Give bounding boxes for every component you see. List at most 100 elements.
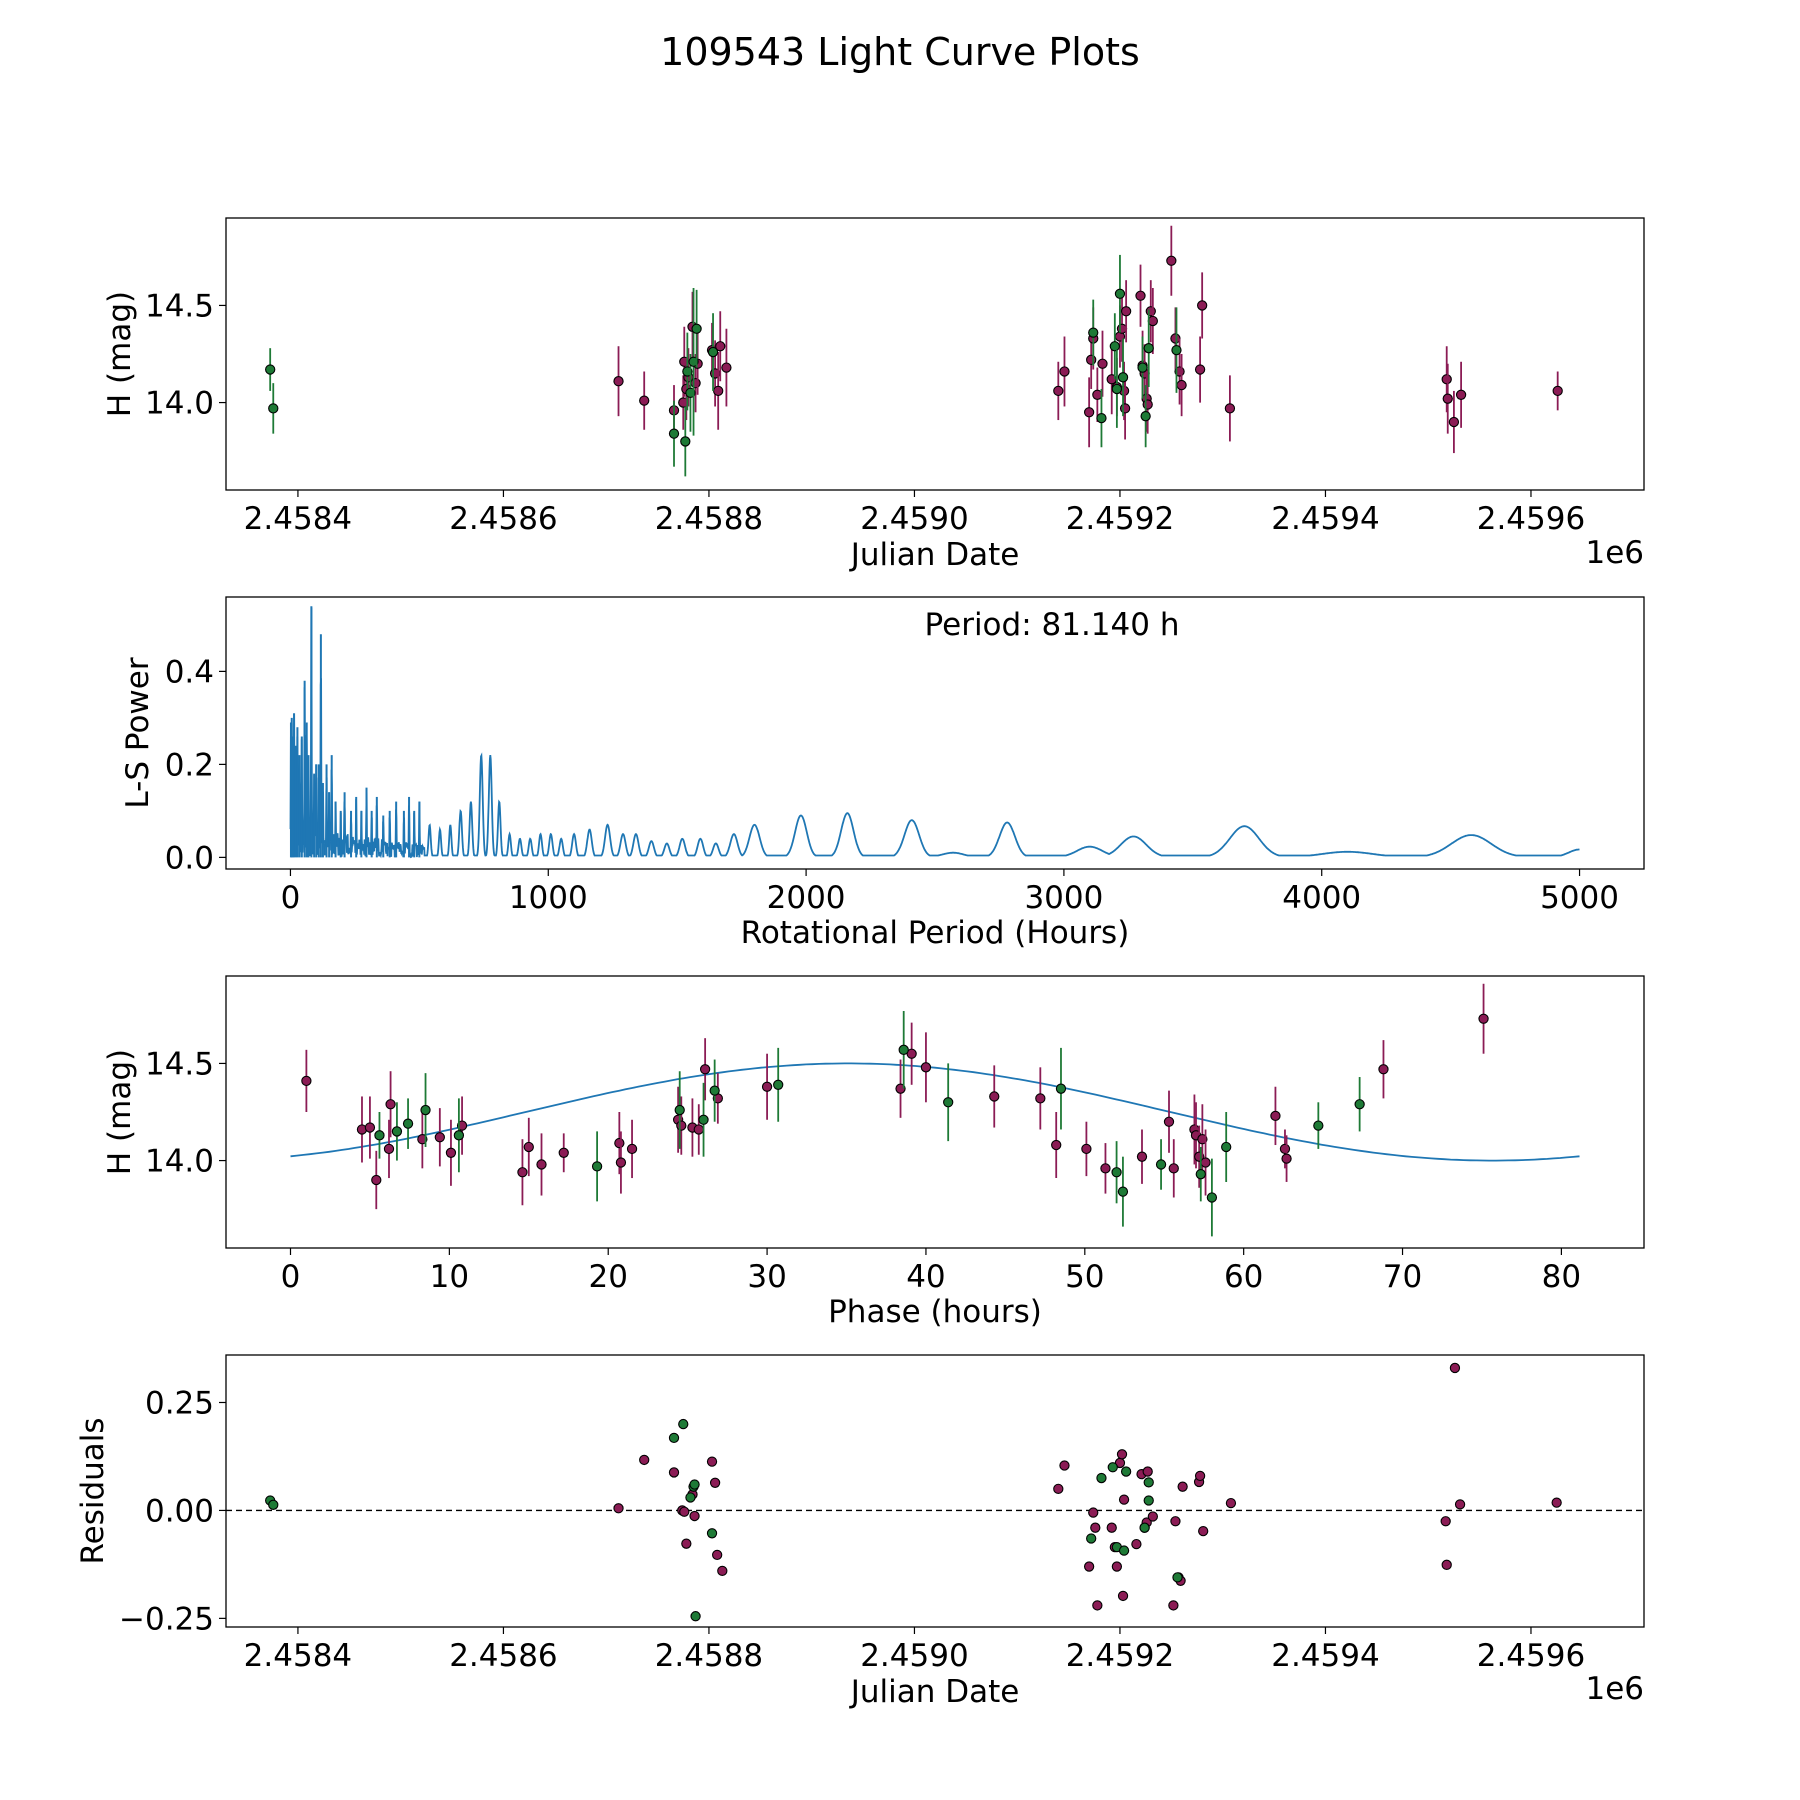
- phase-x-axis-label: Phase (hours): [828, 1294, 1042, 1330]
- resid-point-magenta: [1225, 1497, 1237, 1509]
- resid-point-green: [678, 1418, 689, 1430]
- lc-x-tick-label: 2.4586: [449, 501, 557, 537]
- resid-point-magenta: [1090, 1522, 1101, 1533]
- lc-point-green: [668, 428, 680, 439]
- resid-point-magenta: [1088, 1507, 1099, 1518]
- phase-point-magenta: [383, 1143, 395, 1155]
- lc-point-magenta: [1448, 416, 1460, 428]
- figure-title: 109543 Light Curve Plots: [660, 30, 1140, 74]
- resid-point-magenta: [1053, 1483, 1064, 1494]
- resid-point-magenta: [1198, 1526, 1209, 1537]
- resid-point-magenta: [639, 1454, 650, 1466]
- lc-point-green: [1137, 362, 1148, 373]
- phase-point-magenta: [445, 1147, 457, 1158]
- phase-point-green: [1221, 1141, 1232, 1153]
- phase-point-green: [709, 1085, 720, 1096]
- resid-point-magenta: [1142, 1466, 1153, 1477]
- phase-point-magenta: [920, 1062, 932, 1073]
- phase-point-magenta: [1081, 1143, 1092, 1155]
- lc-point-green: [1088, 327, 1099, 338]
- lc-x-offset-label: 1e6: [1585, 535, 1644, 571]
- resid-point-green: [706, 1528, 718, 1539]
- phase-y-tick-label: 14.0: [145, 1144, 214, 1180]
- phase-point-green: [773, 1079, 784, 1090]
- phase-point-green: [1111, 1167, 1122, 1178]
- phase-point-magenta: [364, 1122, 376, 1133]
- periodogram-panel: 0 1000 2000 3000 4000 5000 0.0 0.2 0.4 Period: 8…: [120, 596, 1645, 951]
- phase-point-green: [1206, 1192, 1218, 1203]
- ls-axes-frame: [225, 596, 1645, 870]
- phase-point-magenta: [1168, 1163, 1179, 1174]
- phase-point-magenta: [536, 1159, 547, 1170]
- lc-point-magenta: [1135, 290, 1146, 301]
- phase-point-green: [674, 1104, 685, 1116]
- phase-point-magenta: [385, 1099, 396, 1110]
- resid-marks: [226, 1362, 1644, 1622]
- phase-point-magenta: [523, 1141, 534, 1153]
- resid-point-green: [1118, 1545, 1130, 1556]
- phase-axes-frame: [225, 975, 1645, 1249]
- phase-point-green: [1117, 1186, 1129, 1197]
- resid-point-green: [690, 1611, 701, 1622]
- phase-point-green: [374, 1130, 385, 1141]
- resid-point-magenta: [712, 1549, 723, 1561]
- phase-point-green: [591, 1161, 603, 1172]
- resid-x-tick-label: 2.4590: [860, 1638, 968, 1674]
- lc-y-tick-label: 14.5: [145, 288, 214, 324]
- resid-point-green: [1139, 1522, 1150, 1533]
- lc-point-magenta: [1224, 403, 1236, 414]
- lc-x-tick-label: 2.4590: [860, 501, 968, 537]
- lc-x-axis-label: Julian Date: [849, 537, 1020, 573]
- phase-point-green: [420, 1104, 431, 1116]
- resid-point-green: [1120, 1466, 1132, 1477]
- lc-point-green: [268, 403, 279, 414]
- lc-axes-frame: [225, 217, 1645, 491]
- lc-x-tick-label: 2.4584: [244, 501, 352, 537]
- phase-point-magenta: [699, 1064, 711, 1075]
- resid-point-magenta: [1111, 1561, 1123, 1572]
- ls-y-tick-label: 0.2: [165, 747, 214, 783]
- phase-point-magenta: [614, 1137, 625, 1149]
- lc-point-magenta: [1119, 403, 1131, 414]
- lc-point-magenta: [1176, 379, 1187, 391]
- phase-point-green: [1354, 1099, 1365, 1110]
- resid-point-green: [1096, 1472, 1107, 1484]
- lc-point-green: [265, 364, 276, 375]
- phase-point-magenta: [1279, 1143, 1291, 1155]
- lc-point-magenta: [1086, 354, 1097, 365]
- lc-point-magenta: [639, 395, 650, 406]
- phase-x-tick-label: 20: [588, 1259, 627, 1295]
- lc-marks: [265, 225, 1563, 477]
- resid-point-magenta: [1177, 1481, 1188, 1492]
- resid-y-tick-label: −0.25: [119, 1601, 214, 1637]
- resid-point-magenta: [717, 1565, 728, 1577]
- lc-point-magenta: [1441, 374, 1452, 385]
- resid-y-tick-label: 0.25: [145, 1385, 214, 1421]
- lc-point-magenta: [690, 377, 701, 389]
- resid-point-magenta: [1116, 1449, 1128, 1460]
- lc-point-green: [1117, 372, 1129, 383]
- lc-point-magenta: [1145, 306, 1156, 317]
- resid-axes-frame: [225, 1354, 1645, 1628]
- lc-ticks: 2.4584 2.4586 2.4588 2.4590 2.4592 2.4594 2.45…: [145, 288, 1585, 537]
- lc-point-magenta: [1142, 399, 1153, 410]
- phase-x-tick-label: 80: [1542, 1259, 1581, 1295]
- resid-x-tick-label: 2.4596: [1477, 1638, 1585, 1674]
- resid-point-green: [1086, 1533, 1097, 1544]
- resid-x-offset-label: 1e6: [1585, 1671, 1644, 1707]
- phase-x-tick-label: 50: [1065, 1259, 1104, 1295]
- phase-point-magenta: [1378, 1064, 1389, 1075]
- phase-x-tick-label: 70: [1383, 1259, 1422, 1295]
- phase-point-magenta: [301, 1075, 312, 1087]
- resid-point-green: [668, 1432, 680, 1444]
- phase-point-magenta: [1478, 1013, 1489, 1024]
- lc-point-green: [1096, 412, 1107, 424]
- resid-point-magenta: [1168, 1600, 1179, 1611]
- phase-point-green: [943, 1097, 954, 1108]
- lc-point-magenta: [715, 341, 726, 352]
- phase-point-magenta: [1051, 1139, 1062, 1151]
- ls-marks: [289, 606, 1580, 859]
- light-curve-panel: 2.4584 2.4586 2.4588 2.4590 2.4592 2.4594 2.45…: [102, 217, 1645, 573]
- resid-ticks: 2.4584 2.4586 2.4588 2.4590 2.4592 2.4594 2.45…: [119, 1385, 1585, 1674]
